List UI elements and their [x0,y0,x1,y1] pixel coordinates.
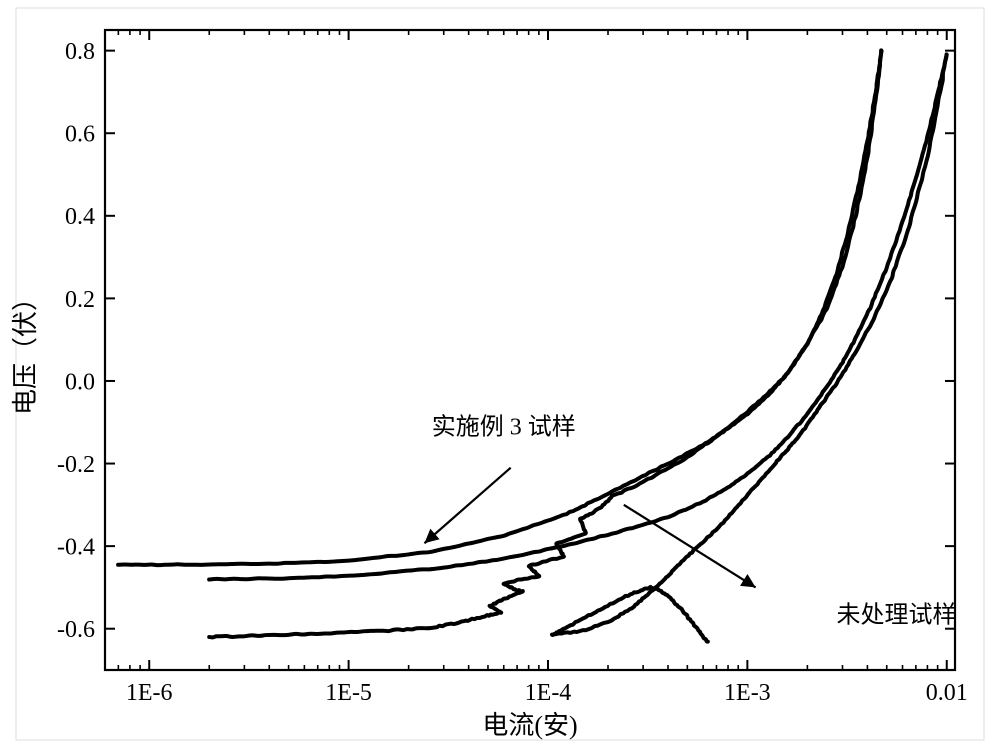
y-axis-label: 电压（伏） [11,285,40,415]
label-untreated: 未处理试样 [837,602,957,629]
x-axis-label: 电流(安) [482,711,577,740]
x-tick-label: 1E-4 [525,680,572,706]
x-tick-label: 1E-3 [724,680,771,706]
y-tick-label: 0.8 [65,39,95,65]
y-tick-label: 0.0 [65,369,95,395]
chart-container: 1E-6 1E-5 1E-4 1E-3 0.01 -0.6 -0.4 -0.2 0.0 0.2 0.… [0,0,1000,749]
plot-area [105,30,955,670]
x-tick-label: 1E-6 [126,680,173,706]
x-tick-label: 1E-5 [325,680,372,706]
y-tick-label: -0.6 [57,617,95,643]
label-treated: 实施例 3 试样 [432,414,576,441]
x-tick-label: 0.01 [926,680,968,706]
y-tick-label: 0.4 [65,204,95,230]
y-tick-label: -0.2 [57,452,95,478]
y-tick-label: 0.6 [65,122,95,148]
y-tick-label: 0.2 [65,287,95,313]
chart-svg: 1E-6 1E-5 1E-4 1E-3 0.01 -0.6 -0.4 -0.2 0.0 0.2 0.… [0,0,1000,749]
y-tick-label: -0.4 [57,535,95,561]
